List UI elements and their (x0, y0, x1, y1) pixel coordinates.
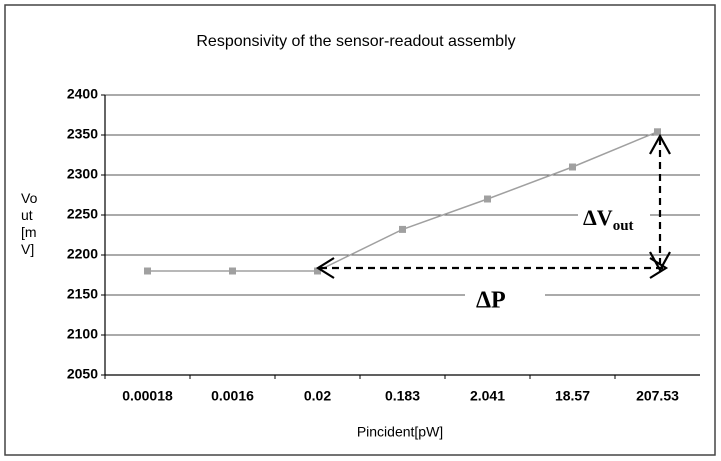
arrows (315, 133, 671, 279)
annotation-sub: out (613, 218, 634, 234)
x-tick-label: 0.00018 (122, 388, 173, 404)
marks (144, 128, 661, 275)
y-tick-label: 2200 (67, 246, 98, 262)
y-tick-label: 2250 (67, 206, 98, 222)
marker (569, 163, 576, 171)
annotation: ΔP (476, 288, 506, 314)
y-tick-label: 2150 (67, 286, 98, 302)
x-tick-label: 0.0016 (211, 388, 254, 404)
y-axis-label: Vout[mV] (21, 190, 38, 257)
marker (144, 267, 151, 275)
frame (4, 4, 716, 456)
y-tick-label: 2300 (67, 166, 98, 182)
annotation-text: ΔV (583, 205, 613, 230)
y-tick-label: 2400 (67, 86, 98, 102)
x-axis-label: Pincident[pW] (357, 424, 443, 440)
arrowhead (315, 257, 335, 279)
y-tick-label: 2350 (67, 126, 98, 142)
x-tick-label: 0.183 (385, 388, 420, 404)
label-bg (578, 200, 650, 238)
marker (314, 267, 321, 275)
marker (229, 267, 236, 275)
x-tick-label: 207.53 (636, 388, 679, 404)
y-tick-label: 2100 (67, 326, 98, 342)
x-tick-label: 0.02 (304, 388, 331, 404)
x-tick-label: 2.041 (470, 388, 505, 404)
x-tick-label: 18.57 (555, 388, 590, 404)
arrowhead (649, 133, 671, 155)
marker (399, 225, 406, 233)
marker (654, 128, 661, 136)
annotation: ΔVout (583, 205, 634, 234)
label-bg (465, 285, 545, 319)
arrowhead (649, 251, 671, 273)
y-tick-label: 2050 (67, 366, 98, 382)
marker (484, 195, 491, 203)
chart-title: Responsivity of the sensor-readout assem… (196, 33, 515, 50)
